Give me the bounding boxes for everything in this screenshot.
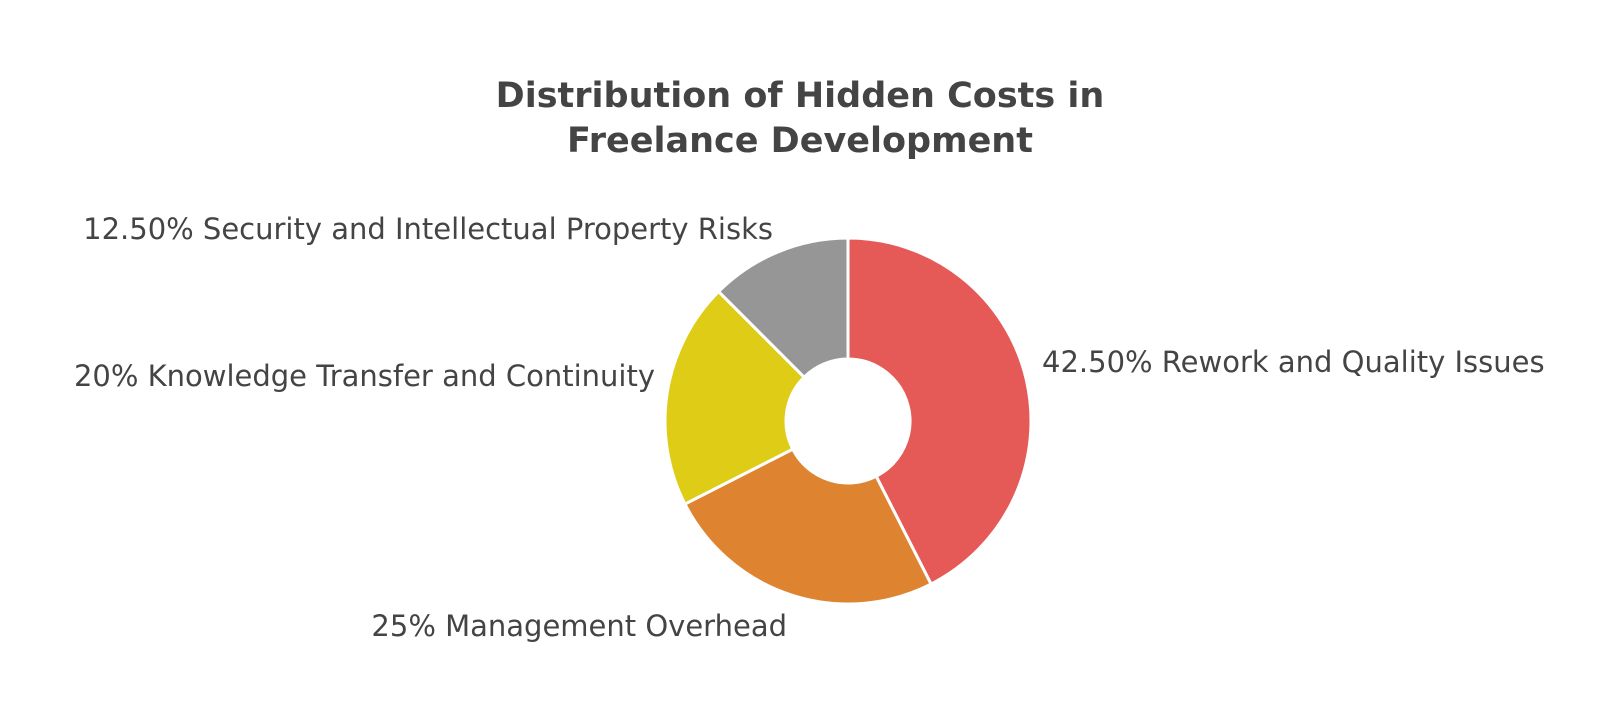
pie-slice-security-and-intellectual-property-risks — [717, 236, 850, 379]
slice-label-knowledge-transfer-and-continuity: 20% Knowledge Transfer and Continuity — [74, 359, 655, 393]
pie-slice-management-overhead — [683, 447, 933, 606]
chart-title: Distribution of Hidden Costs in Freelanc… — [495, 76, 1105, 161]
slice-label-rework-and-quality-issues: 42.50% Rework and Quality Issues — [1042, 345, 1545, 379]
pie-slice-knowledge-transfer-and-continuity — [663, 290, 806, 506]
slice-label-security-and-intellectual-property-risks: 12.50% Security and Intellectual Propert… — [83, 212, 773, 246]
pie-slice-rework-and-quality-issues — [846, 236, 1033, 586]
slices-group — [663, 236, 1033, 606]
slice-label-management-overhead: 25% Management Overhead — [371, 609, 787, 643]
labels-group: 42.50% Rework and Quality Issues 25% Mana… — [74, 212, 1545, 643]
